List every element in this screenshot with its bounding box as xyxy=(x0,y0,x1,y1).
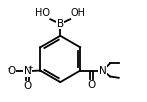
Text: OH: OH xyxy=(70,8,85,18)
Text: +: + xyxy=(28,65,34,71)
Text: B: B xyxy=(57,19,64,29)
Text: O: O xyxy=(7,66,16,76)
Text: -: - xyxy=(8,64,11,73)
Text: O: O xyxy=(24,81,32,91)
Text: HO: HO xyxy=(35,8,50,18)
Text: N: N xyxy=(99,65,107,75)
Text: N: N xyxy=(24,66,31,76)
Text: O: O xyxy=(87,80,96,90)
